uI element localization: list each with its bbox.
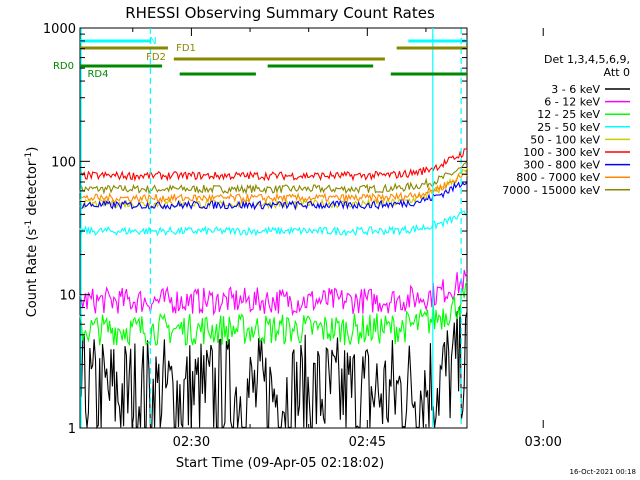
- y-tick-label: 1000: [43, 22, 76, 37]
- x-tick-label: 03:00: [524, 435, 561, 450]
- flag-layer: N FD1 FD2 RD0 RD4: [53, 28, 467, 428]
- y-axis-label-sup2: -1: [24, 152, 34, 161]
- y-axis-label: Count Rate (s-1 detector-1): [24, 147, 40, 318]
- x-tick-label: 02:30: [173, 435, 210, 450]
- legend-entry-label: 300 - 800 keV: [523, 159, 600, 172]
- y-tick-label: 10: [59, 289, 76, 304]
- series-line: [79, 147, 468, 182]
- legend-entry-label: 100 - 300 keV: [523, 146, 600, 159]
- series-line: [79, 281, 468, 347]
- y-axis-label-part1: Count Rate (s: [25, 229, 40, 318]
- legend-entry-label: 7000 - 15000 keV: [502, 184, 600, 197]
- y-tick-label: 1: [68, 422, 76, 437]
- series-line: [79, 210, 468, 237]
- chart-title: RHESSI Observing Summary Count Rates: [125, 4, 435, 22]
- plot-area: [79, 27, 468, 429]
- y-axis-label-sup1: -1: [24, 220, 34, 229]
- series-line: [79, 180, 468, 211]
- legend-entry-label: 50 - 100 keV: [530, 133, 600, 146]
- flag-label-rd0: RD0: [53, 61, 74, 72]
- legend-entry-label: 6 - 12 keV: [544, 96, 600, 109]
- flag-label-rd4: RD4: [87, 69, 108, 80]
- series-line: [79, 160, 468, 196]
- y-tick-label: 100: [51, 155, 76, 170]
- footer-stamp: 16-Oct-2021 00:18: [570, 468, 636, 476]
- series-line: [79, 305, 468, 430]
- flag-label-fd2: FD2: [146, 52, 166, 63]
- x-axis-label: Start Time (09-Apr-05 02:18:02): [176, 456, 384, 471]
- x-tick-label: 02:45: [349, 435, 386, 450]
- series-line: [79, 269, 468, 317]
- series-line: [79, 173, 468, 204]
- legend-entry-label: 3 - 6 keV: [551, 83, 600, 96]
- legend-header: Att 0: [604, 66, 630, 79]
- legend-entry-label: 25 - 50 keV: [537, 121, 600, 134]
- legend-entry-label: 800 - 7000 keV: [516, 171, 600, 184]
- legend-header: Det 1,3,4,5,6,9,: [544, 53, 630, 66]
- flag-label-fd1: FD1: [176, 43, 196, 54]
- series-layer: [79, 147, 468, 430]
- y-axis-label-part2: detector: [25, 160, 40, 220]
- plot-frame: [79, 27, 468, 429]
- legend-entry-label: 12 - 25 keV: [537, 108, 600, 121]
- y-axis-label-part3: ): [25, 147, 40, 152]
- flag-label-n: N: [149, 36, 156, 47]
